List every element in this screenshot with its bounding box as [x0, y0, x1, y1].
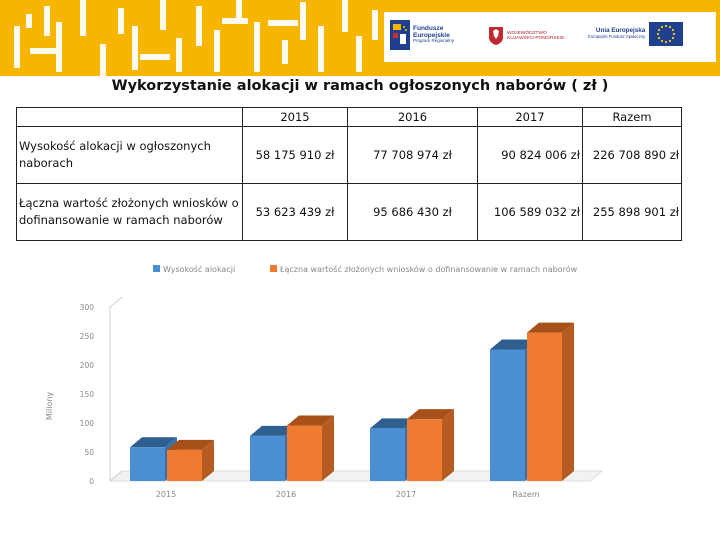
fe-line1: Fundusze — [413, 24, 444, 32]
eu-flag-icon — [649, 22, 684, 46]
bar-top — [527, 322, 574, 333]
bar-top — [370, 418, 417, 429]
x-tick-label: 2015 — [156, 490, 176, 499]
table-cell: 255 898 901 zł — [582, 183, 682, 241]
table-cell: 226 708 890 zł — [582, 126, 682, 184]
bar-top — [490, 339, 537, 350]
bar-side — [202, 439, 214, 481]
unia-europejska-logo: Unia Europejska Europejski Fundusz Społe… — [588, 22, 684, 46]
y-axis-depth-line — [109, 470, 123, 482]
table-cell: 77 708 974 zł — [347, 126, 478, 184]
y-tick-label: 300 — [80, 303, 95, 312]
bar-allocation-2016 — [250, 435, 285, 481]
bar-allocation-2015 — [130, 447, 165, 481]
legend-label: Łączna wartość złożonych wniosków o dofi… — [279, 264, 578, 274]
bar-top — [167, 439, 214, 450]
table-header-cell: 2017 — [477, 107, 583, 127]
row-label: Wysokość alokacji w ogłoszonych naborach — [16, 126, 243, 184]
table-cell: 90 824 006 zł — [477, 126, 583, 184]
allocation-bar-chart: 0 50 100 150 200 250 300 Miliony 2015 2016 2017 Raz… — [45, 264, 604, 499]
bar-applications-2016 — [287, 425, 322, 481]
page-title: Wykorzystanie alokacji w ramach ogłoszon… — [111, 78, 609, 94]
bar-applications-Razem — [527, 332, 562, 481]
y-axis-label: Miliony — [45, 392, 54, 421]
fundusze-europejskie-logo: Fundusze Europejskie Program Regionalny — [390, 20, 454, 50]
table-row: Łączna wartość złożonych wniosków o dofi… — [16, 183, 682, 241]
ue-sub: Europejski Fundusz Społeczny — [588, 34, 646, 40]
bar-allocation-Razem — [490, 349, 525, 481]
coat-of-arms-icon — [489, 27, 503, 45]
table-row: Wysokość alokacji w ogłoszonych naborach… — [16, 126, 682, 184]
kujawsko-pomorskie-logo: WOJEWÓDZTWO KUJAWSKO-POMORSKIE — [488, 26, 564, 46]
row-label: Łączna wartość złożonych wniosków o dofi… — [16, 183, 243, 241]
table-header-row: 2015 2016 2017 Razem — [16, 107, 682, 127]
legend-swatch — [270, 265, 277, 272]
x-tick-label: Razem — [512, 490, 539, 499]
y-tick-label: 250 — [80, 332, 95, 341]
table-header-cell: 2016 — [347, 107, 478, 127]
bar-side — [322, 415, 334, 481]
decorative-pattern — [14, 0, 378, 76]
table-header-cell — [16, 107, 243, 127]
table-cell: 58 175 910 zł — [242, 126, 348, 184]
y-tick-label: 150 — [80, 390, 95, 399]
y-axis-top-line — [109, 296, 123, 308]
legend-label: Wysokość alokacji — [163, 264, 235, 274]
y-tick-label: 0 — [89, 477, 94, 486]
bar-top — [250, 425, 297, 436]
legend-swatch — [153, 265, 160, 272]
fe-logo-icon — [390, 20, 410, 50]
y-tick-label: 200 — [80, 361, 95, 370]
table-header-cell: 2015 — [242, 107, 348, 127]
bar-applications-2015 — [167, 449, 202, 481]
bar-side — [442, 409, 454, 481]
table-cell: 106 589 032 zł — [477, 183, 583, 241]
table-cell: 95 686 430 zł — [347, 183, 478, 241]
y-tick-label: 50 — [84, 448, 94, 457]
fe-sub: Program Regionalny — [413, 38, 455, 44]
bar-allocation-2017 — [370, 428, 405, 481]
ue-title: Unia Europejska — [595, 27, 646, 35]
y-tick-label: 100 — [80, 419, 95, 428]
table-cell: 53 623 439 zł — [242, 183, 348, 241]
bar-side — [562, 322, 574, 481]
header-banner: Fundusze Europejskie Program Regionalny … — [0, 0, 720, 76]
bar-top — [287, 415, 334, 426]
logo-strip: Fundusze Europejskie Program Regionalny … — [384, 12, 716, 62]
table-header-cell: Razem — [582, 107, 682, 127]
bar-top — [130, 437, 177, 448]
kp-line1: WOJEWÓDZTWO — [507, 30, 547, 36]
allocation-table: 2015 2016 2017 Razem Wysokość alokacji w… — [16, 107, 682, 241]
bar-applications-2017 — [407, 419, 442, 481]
bar-top — [407, 409, 454, 420]
x-tick-label: 2017 — [396, 490, 416, 499]
fe-line2: Europejskie — [413, 31, 450, 39]
kp-line2: KUJAWSKO-POMORSKIE — [507, 36, 565, 41]
x-tick-label: 2016 — [276, 490, 296, 499]
